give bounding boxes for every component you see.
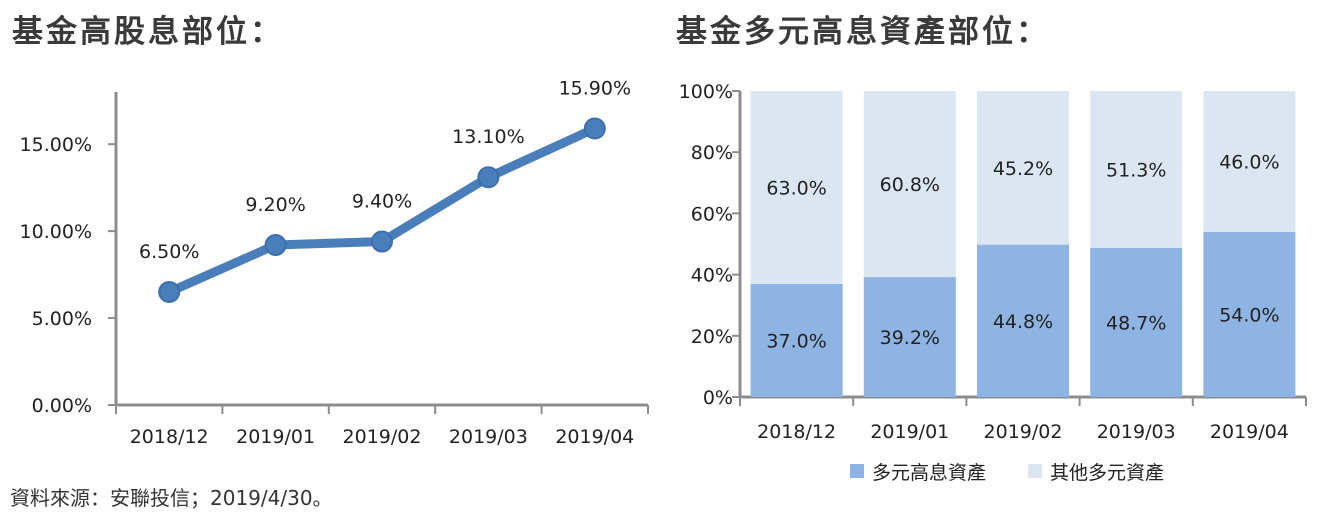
x-tick-label: 2018/12 xyxy=(757,421,836,443)
data-label: 15.90% xyxy=(559,78,631,100)
y-tick-label: 80% xyxy=(691,142,733,164)
bar-value-label: 45.2% xyxy=(993,158,1053,180)
x-tick-label: 2019/04 xyxy=(555,426,634,448)
y-tick-label: 10.00% xyxy=(20,221,92,243)
left-chart-title: 基金高股息部位： xyxy=(12,14,284,50)
data-label: 6.50% xyxy=(139,241,199,263)
y-tick-label: 40% xyxy=(691,265,733,287)
bar-value-label: 37.0% xyxy=(766,330,826,352)
legend-label: 多元高息資產 xyxy=(872,462,986,484)
bar-segment-multi-asset xyxy=(863,277,956,397)
bar-segment-other-asset xyxy=(1203,91,1296,232)
bar-value-label: 51.3% xyxy=(1106,159,1166,181)
x-tick-label: 2019/04 xyxy=(1210,421,1289,443)
bar-value-label: 54.0% xyxy=(1219,304,1279,326)
data-label: 9.40% xyxy=(352,191,412,213)
bar-value-label: 44.8% xyxy=(993,311,1053,333)
x-tick-label: 2019/02 xyxy=(984,421,1063,443)
legend-label: 其他多元資產 xyxy=(1050,462,1164,484)
legend-swatch xyxy=(850,464,864,478)
bar-value-label: 39.2% xyxy=(880,327,940,349)
data-label: 13.10% xyxy=(452,126,524,148)
bar-segment-multi-asset xyxy=(1203,231,1296,397)
right-chart-title: 基金多元高息資產部位： xyxy=(676,14,1050,50)
bar-segment-multi-asset xyxy=(750,283,843,397)
bar-value-label: 60.8% xyxy=(880,174,940,196)
data-point xyxy=(371,230,393,253)
y-tick-label: 20% xyxy=(691,326,733,348)
bar-value-label: 46.0% xyxy=(1219,151,1279,173)
bar-segment-other-asset xyxy=(1090,91,1183,248)
bar-segment-other-asset xyxy=(977,91,1069,245)
high-dividend-line-chart: 0.00% 5.00% 10.00% 15.00% 2018/12 2019/01 2019… xyxy=(20,78,649,448)
bar-segment-other-asset xyxy=(863,91,956,278)
data-point xyxy=(477,166,500,189)
bar-value-label: 48.7% xyxy=(1106,312,1166,334)
data-point xyxy=(583,117,606,140)
x-tick-label: 2019/02 xyxy=(343,426,422,448)
source-note: 資料來源：安聯投信；2019/4/30。 xyxy=(10,486,333,510)
bar-value-label: 63.0% xyxy=(766,177,826,199)
data-label: 9.20% xyxy=(245,194,305,216)
data-point xyxy=(158,280,181,303)
y-tick-label: 60% xyxy=(691,203,733,225)
legend-swatch xyxy=(1028,464,1042,478)
y-tick-label: 0% xyxy=(703,387,733,409)
x-tick-label: 2019/03 xyxy=(449,426,528,448)
x-tick-label: 2019/01 xyxy=(236,426,315,448)
y-tick-label: 100% xyxy=(679,81,733,103)
x-tick-label: 2018/12 xyxy=(130,426,209,448)
x-tick-label: 2019/01 xyxy=(870,421,949,443)
y-tick-label: 15.00% xyxy=(20,134,92,156)
bar-segment-multi-asset xyxy=(1090,247,1183,397)
y-tick-label: 0.00% xyxy=(32,395,92,417)
multi-asset-stacked-bar-chart: 0% 20% 40% 60% 80% 100% 2018/12 2019/01 2019/02 2… xyxy=(679,81,1307,484)
bar-segment-multi-asset xyxy=(977,244,1069,397)
x-tick-label: 2019/03 xyxy=(1097,421,1176,443)
data-point xyxy=(264,234,287,257)
bar-segment-other-asset xyxy=(750,91,843,284)
y-tick-label: 5.00% xyxy=(32,308,92,330)
